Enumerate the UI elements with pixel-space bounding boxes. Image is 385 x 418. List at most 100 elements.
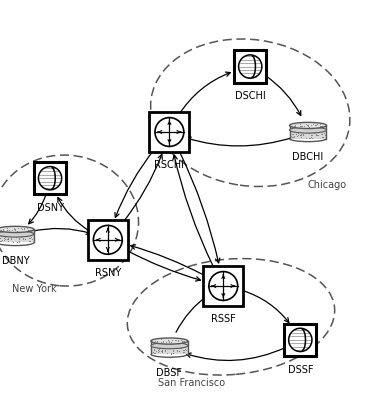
Point [151, 342, 157, 348]
Point [152, 348, 159, 355]
Point [24, 225, 30, 232]
Point [314, 132, 320, 139]
Point [5, 235, 12, 242]
Point [313, 131, 319, 138]
Point [1, 235, 7, 242]
Point [167, 341, 173, 348]
Point [301, 123, 308, 130]
Point [315, 124, 321, 131]
Point [19, 225, 25, 232]
Point [295, 128, 301, 135]
Point [13, 229, 19, 236]
Text: San Francisco: San Francisco [158, 378, 225, 388]
Point [23, 233, 30, 240]
Point [156, 344, 162, 351]
Point [1, 237, 7, 243]
Point [159, 349, 166, 356]
FancyArrowPatch shape [179, 152, 220, 263]
Point [152, 338, 159, 344]
Point [8, 227, 15, 234]
Point [321, 127, 327, 134]
Point [18, 224, 24, 231]
Point [160, 340, 166, 347]
Point [18, 234, 24, 240]
Bar [203, 266, 243, 306]
Point [182, 341, 188, 347]
Point [298, 128, 305, 135]
Point [0, 227, 6, 233]
Point [19, 227, 25, 233]
Point [167, 340, 173, 347]
Point [152, 339, 158, 346]
Point [162, 339, 169, 345]
Point [318, 122, 325, 129]
Point [181, 347, 187, 353]
Point [305, 125, 311, 132]
Point [172, 345, 178, 352]
Point [301, 123, 307, 130]
Point [10, 238, 16, 245]
Point [20, 236, 26, 242]
Point [165, 339, 171, 346]
Point [321, 131, 328, 138]
Point [3, 232, 9, 239]
Point [166, 339, 172, 346]
Point [303, 124, 310, 130]
Point [175, 336, 181, 343]
Point [2, 229, 8, 236]
Point [28, 234, 34, 240]
FancyArrowPatch shape [186, 137, 292, 146]
Point [0, 228, 6, 234]
Point [169, 337, 176, 344]
FancyArrowPatch shape [58, 198, 90, 232]
Point [296, 123, 303, 130]
Point [153, 342, 159, 348]
Point [294, 125, 300, 132]
Ellipse shape [151, 343, 188, 349]
Point [292, 122, 298, 129]
Text: DBSF: DBSF [156, 368, 182, 378]
Point [6, 232, 12, 239]
FancyArrowPatch shape [173, 155, 213, 266]
Point [316, 129, 322, 135]
Point [298, 131, 304, 138]
Point [4, 236, 10, 242]
Point [16, 238, 22, 245]
Point [305, 123, 311, 130]
Bar [149, 112, 189, 152]
Point [8, 228, 14, 235]
Bar [284, 324, 316, 356]
Ellipse shape [0, 226, 34, 232]
Point [12, 227, 18, 233]
Point [16, 238, 22, 245]
Point [291, 122, 297, 129]
Point [182, 345, 188, 352]
Point [27, 235, 33, 242]
Point [174, 338, 181, 344]
FancyArrowPatch shape [264, 75, 301, 115]
Point [309, 134, 315, 141]
Point [159, 338, 166, 344]
Text: DSSF: DSSF [288, 364, 313, 375]
Point [177, 341, 184, 348]
Point [159, 347, 165, 354]
Point [27, 237, 33, 244]
Point [290, 126, 296, 133]
Point [14, 238, 20, 245]
Point [0, 231, 6, 238]
Point [163, 339, 169, 345]
Point [311, 124, 317, 130]
Circle shape [94, 225, 122, 254]
Circle shape [239, 55, 262, 78]
Point [179, 338, 185, 345]
Point [319, 131, 325, 138]
Point [157, 344, 163, 350]
Point [179, 343, 185, 349]
Point [168, 339, 174, 346]
Point [5, 235, 11, 242]
Point [156, 347, 162, 354]
Point [176, 348, 182, 354]
Point [152, 344, 159, 351]
Point [162, 344, 168, 351]
Point [28, 230, 35, 237]
